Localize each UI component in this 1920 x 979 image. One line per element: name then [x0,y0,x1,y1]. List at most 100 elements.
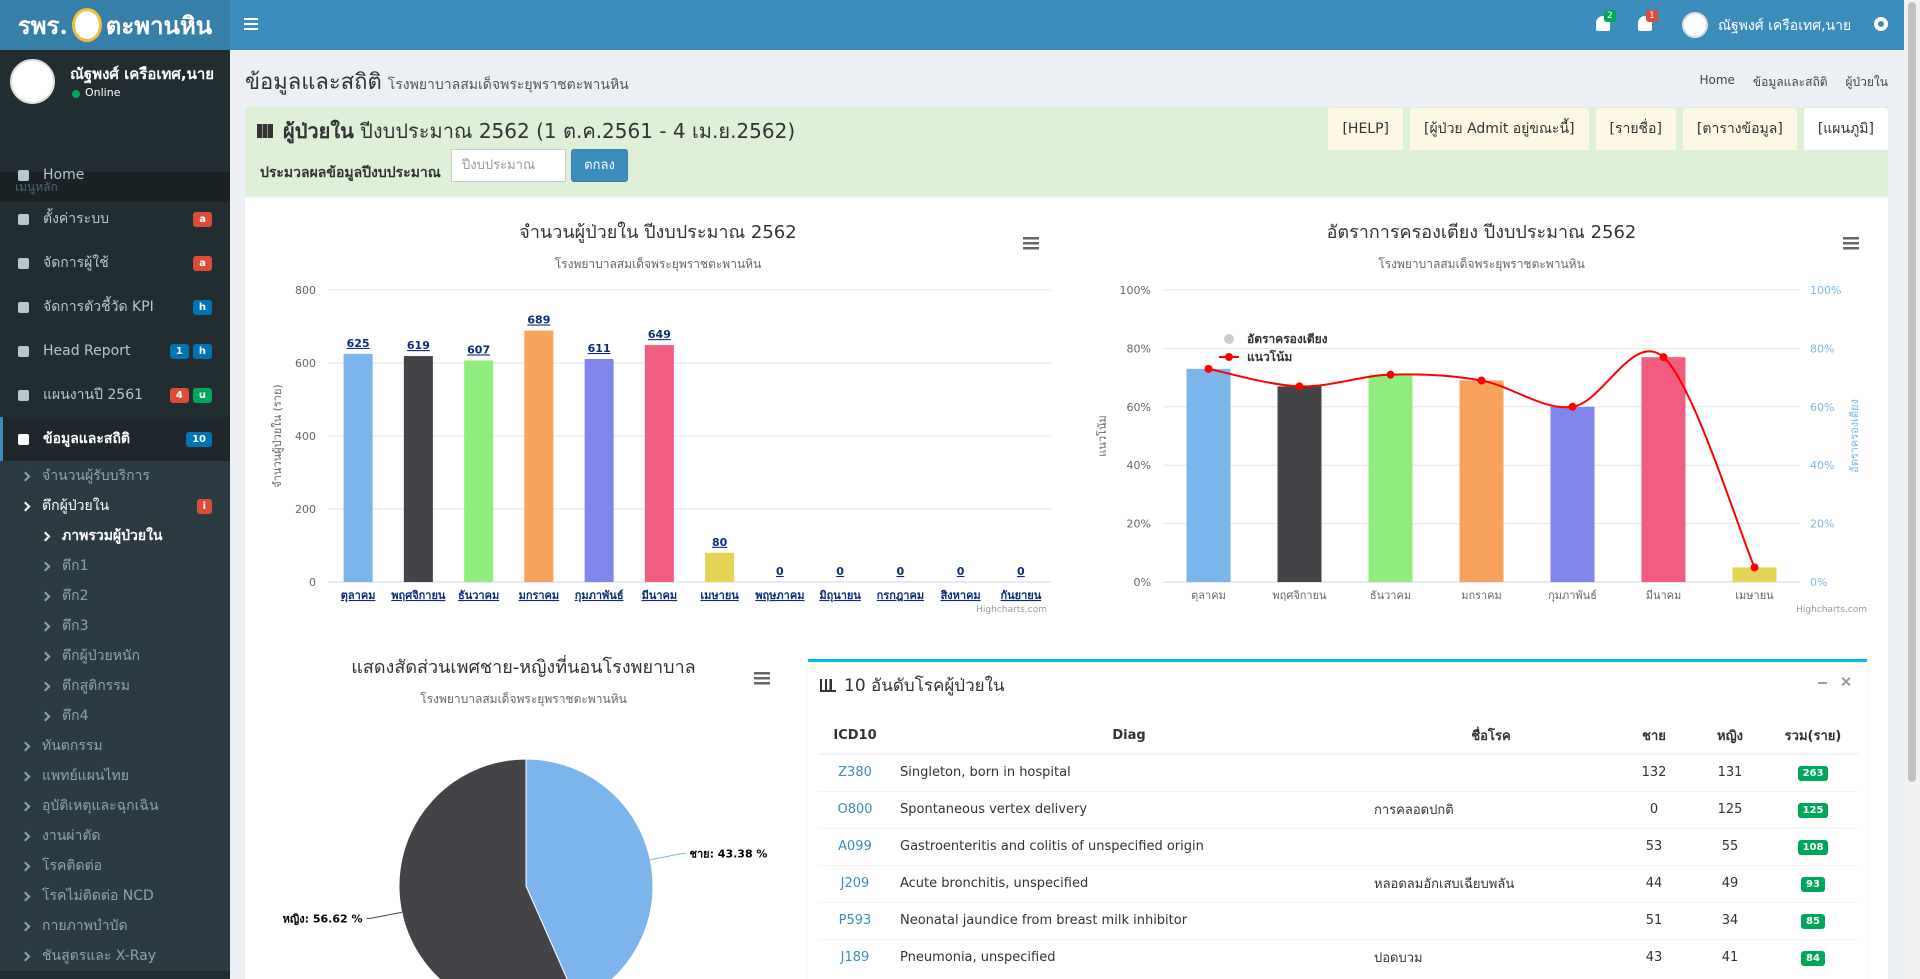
logo-text: รพร. [17,10,68,40]
trend-point [1386,370,1395,379]
menu-item[interactable]: จัดการตัวชี้วัด KPI h [0,285,230,329]
table-cell: Acute bronchitis, unspecified [892,864,1366,902]
close-button[interactable] [1841,676,1851,686]
submenu-item[interactable]: ชันสูตรและ X-Ray [0,941,230,971]
x-tick-label[interactable]: มีนาคม [642,589,678,602]
y-tick-label: 600 [295,357,316,370]
x-tick-label[interactable]: สิงหาคม [940,589,980,602]
chevron [20,831,31,841]
submenu-item[interactable]: ทันตกรรม [0,731,230,761]
menu-item[interactable]: ตั้งค่าระบบ a [0,197,230,241]
chevron [20,891,31,901]
box-period: ปีงบประมาณ 2562 (1 ต.ค.2561 - 4 เม.ย.256… [360,119,796,143]
menu-item[interactable]: Home [0,153,230,197]
data-label: 0 [1017,565,1025,578]
table-cell: 43 [1616,938,1692,976]
user-name[interactable]: ณัฐพงศ์ เครือเทศ,นาย [1718,18,1852,34]
box-title: 10 อันดับโรคผู้ป่วยใน [820,672,1005,699]
menu-item[interactable]: Head Report 1 h [0,329,230,373]
submenu-item[interactable]: ตึก2 [0,581,230,611]
badge: a [193,211,212,227]
x-tick-label[interactable]: พฤษภาคม [755,589,804,602]
tab[interactable]: [รายชื่อ] [1595,108,1676,150]
menu-label: ตั้งค่าระบบ [43,211,109,227]
notification-icon[interactable]: 2 [1596,10,1616,31]
breadcrumb-item[interactable]: Home [1699,73,1735,87]
submenu-label: ตึก1 [62,558,89,574]
x-tick-label[interactable]: ตุลาคม [341,589,376,603]
x-tick-label[interactable]: พฤศจิกายน [391,589,446,602]
menu-icon-line [1843,237,1859,240]
menu-header: เมนูหลัก [0,172,230,202]
submenu-label: ตึก2 [62,588,89,604]
table-cell: Singleton, born in hospital [892,753,1366,791]
submenu-item[interactable]: ภาพรวมผู้ป่วยใน [0,521,230,551]
breadcrumb-item[interactable]: ข้อมูลและสถิติ [1752,75,1828,89]
submenu-item[interactable]: อุบัติเหตุและฉุกเฉิน [0,791,230,821]
column-header: หญิง [1692,718,1768,755]
table-cell[interactable]: P593 [818,901,892,939]
table-cell[interactable]: Z380 [818,753,892,791]
x-tick-label[interactable]: มกราคม [519,589,560,602]
tab[interactable]: [ผู้ป่วย Admit อยู่ขณะนี้] [1410,108,1589,150]
user-avatar[interactable] [1682,12,1708,38]
submenu-item[interactable]: ตึก4 [0,701,230,731]
x-tick-label[interactable]: กุมภาพันธ์ [575,589,624,603]
legend-label[interactable]: อัตราครองเตียง [1247,332,1328,346]
submenu-item[interactable]: งานผ่าตัด [0,821,230,851]
chevron [40,651,51,661]
table-cell: 132 [1616,753,1692,791]
table-row: O800 Spontaneous vertex delivery การคลอดปก… [818,790,1858,828]
notification-icon[interactable]: 1 [1638,10,1658,31]
table-cell[interactable]: J209 [818,864,892,902]
x-tick-label[interactable]: เมษายน [700,589,739,602]
x-tick-label[interactable]: มิถุนายน [819,589,861,603]
settings-icon[interactable] [1874,17,1888,31]
submenu-item[interactable]: กายภาพบำบัด [0,911,230,941]
label-connector [366,911,402,919]
submenu-item[interactable]: โรคติดต่อ [0,851,230,881]
chevron [20,921,31,931]
submenu-item[interactable]: ตึก3 [0,611,230,641]
table-cell[interactable]: A099 [818,827,892,865]
submit-button[interactable]: ตกลง [571,149,628,182]
scroll-thumb[interactable] [1908,2,1916,782]
x-tick-label[interactable]: ธันวาคม [458,589,499,602]
table-cell [1366,827,1616,865]
table-cell: 108 [1768,827,1858,865]
badge: 10 [186,431,212,447]
collapse-button[interactable] [1818,682,1827,684]
submenu-item[interactable]: ตึก1 [0,551,230,581]
menu-icon-line [1023,237,1039,240]
x-tick-label[interactable]: กรกฎาคม [877,589,924,602]
pie-slice [398,758,568,979]
menu-toggle[interactable] [244,18,258,30]
scrollbar[interactable] [1904,0,1920,979]
chevron [40,621,51,631]
menu-item[interactable]: จัดการผู้ใช้ a [0,241,230,285]
submenu-label: โรคไม่ติดต่อ NCD [42,888,154,904]
logo[interactable]: รพร. ตะพานหิน [0,0,230,50]
chevron [40,561,51,571]
grid-icon [257,124,273,138]
submenu-item[interactable]: โรคไม่ติดต่อ NCD [0,881,230,911]
tab[interactable]: [ตารางข้อมูล] [1682,108,1797,150]
menu-item[interactable]: ข้อมูลและสถิติ 10 [0,417,230,461]
submenu-item[interactable]: แพทย์แผนไทย [0,761,230,791]
submenu-item[interactable]: ตึกผู้ป่วยหนัก [0,641,230,671]
legend-label[interactable]: แนวโน้ม [1247,349,1292,364]
table-cell[interactable]: J189 [818,938,892,976]
tab[interactable]: [HELP] [1328,108,1404,150]
submenu-item[interactable]: จำนวนผู้รับบริการ [0,461,230,491]
table-cell[interactable]: O800 [818,790,892,828]
submenu-item[interactable]: ตึกสูติกรรม [0,671,230,701]
submenu-item[interactable]: ตึกผู้ป่วยใน i [0,491,230,521]
menu-item[interactable]: แผนงานปี 2561 4 u [0,373,230,417]
menu-label: ข้อมูลและสถิติ [43,431,131,447]
year-input[interactable]: ปีงบประมาณ [451,149,566,182]
chart-icon [820,679,836,692]
menu-label: แผนงานปี 2561 [43,387,144,403]
tab[interactable]: [แผนภูมิ] [1803,108,1888,150]
x-tick-label[interactable]: กันยายน [1000,589,1041,602]
